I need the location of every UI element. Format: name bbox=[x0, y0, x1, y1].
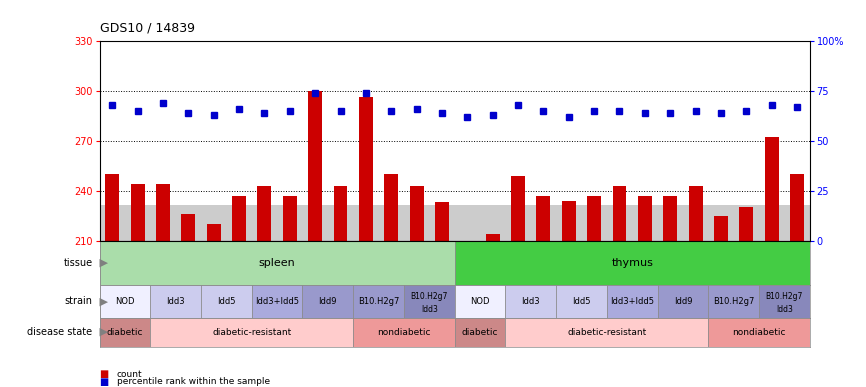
Bar bbox=[657, 285, 708, 318]
Text: ■: ■ bbox=[100, 377, 109, 387]
Bar bbox=[708, 318, 810, 346]
Bar bbox=[232, 196, 246, 241]
Text: spleen: spleen bbox=[259, 258, 295, 268]
Bar bbox=[151, 318, 353, 346]
Text: diabetic-resistant: diabetic-resistant bbox=[212, 327, 291, 337]
Bar bbox=[765, 137, 779, 241]
Text: NOD: NOD bbox=[470, 297, 490, 306]
Text: NOD: NOD bbox=[115, 297, 135, 306]
Bar bbox=[106, 174, 120, 241]
Text: diabetic-resistant: diabetic-resistant bbox=[567, 327, 646, 337]
Bar bbox=[511, 176, 525, 241]
Bar bbox=[536, 196, 551, 241]
Bar bbox=[283, 196, 297, 241]
Bar bbox=[100, 241, 455, 285]
Text: ■: ■ bbox=[100, 369, 109, 379]
Bar bbox=[688, 186, 702, 241]
Bar bbox=[151, 285, 201, 318]
Bar bbox=[790, 174, 804, 241]
Text: disease state: disease state bbox=[28, 327, 93, 337]
Bar bbox=[404, 285, 455, 318]
Bar bbox=[506, 318, 708, 346]
Bar bbox=[455, 285, 506, 318]
Bar bbox=[333, 186, 347, 241]
Bar bbox=[638, 196, 652, 241]
Text: Idd3: Idd3 bbox=[166, 297, 185, 306]
Text: B10.H2g7: B10.H2g7 bbox=[766, 292, 803, 301]
Bar bbox=[100, 285, 151, 318]
Text: Idd5: Idd5 bbox=[217, 297, 236, 306]
Bar bbox=[455, 318, 506, 346]
Text: Idd5: Idd5 bbox=[572, 297, 591, 306]
Bar bbox=[100, 205, 810, 241]
Text: Idd3+Idd5: Idd3+Idd5 bbox=[611, 297, 654, 306]
Bar bbox=[556, 285, 607, 318]
Bar bbox=[353, 285, 404, 318]
Bar bbox=[740, 207, 753, 241]
Text: B10.H2g7: B10.H2g7 bbox=[713, 297, 754, 306]
Bar bbox=[100, 318, 151, 346]
Bar bbox=[201, 285, 252, 318]
Bar bbox=[587, 196, 601, 241]
Text: tissue: tissue bbox=[63, 258, 93, 268]
Text: Idd3: Idd3 bbox=[421, 305, 437, 314]
Bar bbox=[410, 186, 423, 241]
Text: ▶: ▶ bbox=[96, 327, 108, 337]
Bar bbox=[308, 91, 322, 241]
Text: nondiabetic: nondiabetic bbox=[378, 327, 430, 337]
Text: Idd3+Idd5: Idd3+Idd5 bbox=[255, 297, 299, 306]
Bar bbox=[207, 224, 221, 241]
Text: B10.H2g7: B10.H2g7 bbox=[358, 297, 399, 306]
Bar bbox=[353, 318, 455, 346]
Text: thymus: thymus bbox=[611, 258, 653, 268]
Bar bbox=[714, 216, 728, 241]
Bar bbox=[562, 201, 576, 241]
Bar bbox=[506, 285, 556, 318]
Bar bbox=[257, 186, 271, 241]
Bar bbox=[181, 214, 196, 241]
Bar bbox=[435, 202, 449, 241]
Bar bbox=[486, 234, 500, 241]
Text: Idd9: Idd9 bbox=[319, 297, 337, 306]
Text: diabetic: diabetic bbox=[462, 327, 498, 337]
Bar bbox=[663, 196, 677, 241]
Text: Idd3: Idd3 bbox=[776, 305, 792, 314]
Bar bbox=[708, 285, 759, 318]
Bar bbox=[156, 184, 170, 241]
Bar bbox=[385, 174, 398, 241]
Text: Idd3: Idd3 bbox=[521, 297, 540, 306]
Text: diabetic: diabetic bbox=[107, 327, 143, 337]
Text: strain: strain bbox=[64, 296, 93, 306]
Text: nondiabetic: nondiabetic bbox=[733, 327, 785, 337]
Bar bbox=[359, 97, 373, 241]
Text: percentile rank within the sample: percentile rank within the sample bbox=[117, 377, 270, 387]
Bar bbox=[607, 285, 657, 318]
Text: ▶: ▶ bbox=[96, 296, 108, 306]
Bar bbox=[612, 186, 626, 241]
Text: count: count bbox=[117, 370, 143, 379]
Text: GDS10 / 14839: GDS10 / 14839 bbox=[100, 22, 195, 35]
Bar bbox=[455, 241, 810, 285]
Text: Idd9: Idd9 bbox=[674, 297, 692, 306]
Text: B10.H2g7: B10.H2g7 bbox=[410, 292, 448, 301]
Bar bbox=[252, 285, 302, 318]
Text: ▶: ▶ bbox=[96, 258, 108, 268]
Bar bbox=[759, 285, 810, 318]
Bar bbox=[302, 285, 353, 318]
Bar bbox=[131, 184, 145, 241]
